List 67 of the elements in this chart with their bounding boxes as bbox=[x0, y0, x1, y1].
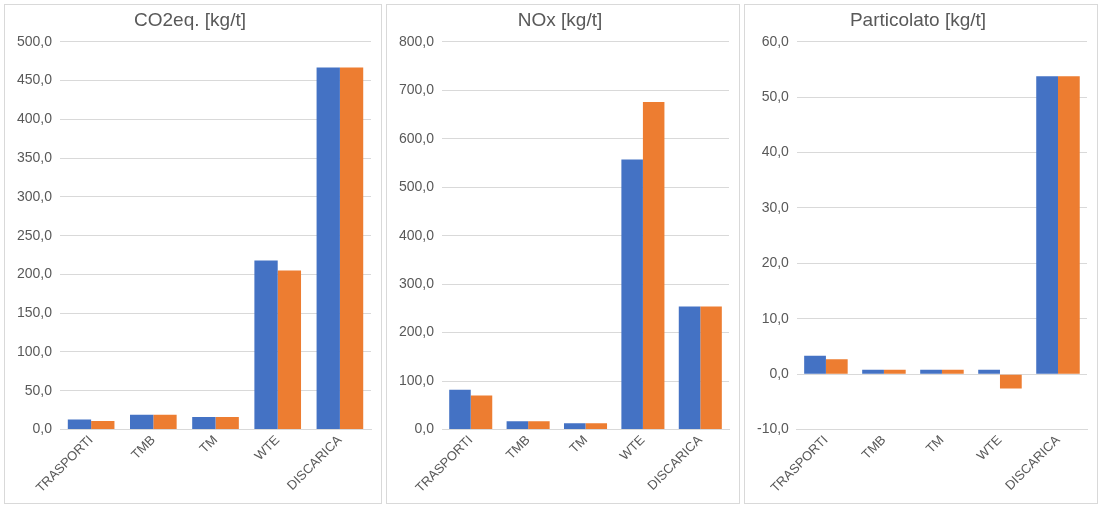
y-tick-label: 500,0 bbox=[398, 178, 435, 195]
x-tick-label: TM bbox=[196, 432, 221, 456]
y-tick-label: 20,0 bbox=[761, 254, 790, 271]
bar bbox=[316, 67, 340, 430]
x-tick-label: TMB bbox=[502, 432, 533, 463]
chart-title: Particolato [kg/t] bbox=[849, 8, 987, 30]
y-tick-label: 450,0 bbox=[16, 71, 53, 88]
bar bbox=[941, 369, 964, 374]
bar bbox=[449, 389, 471, 430]
y-tick-label: 800,0 bbox=[398, 32, 435, 49]
bar bbox=[883, 369, 906, 374]
bar bbox=[153, 414, 177, 430]
chart-title: CO2eq. [kg/t] bbox=[134, 8, 246, 30]
bar bbox=[339, 67, 364, 430]
y-tick-label: -10,0 bbox=[756, 420, 790, 437]
y-tick-label: 400,0 bbox=[398, 226, 435, 243]
y-tick-label: 250,0 bbox=[16, 226, 53, 243]
bar bbox=[862, 369, 884, 374]
y-tick-label: 10,0 bbox=[761, 309, 790, 326]
bar bbox=[621, 159, 643, 430]
y-tick-label: 50,0 bbox=[761, 88, 790, 105]
y-tick-label: 150,0 bbox=[16, 304, 53, 321]
x-tick-label: TM bbox=[566, 432, 591, 456]
bar bbox=[642, 101, 665, 430]
x-tick-label: TMB bbox=[127, 432, 158, 463]
y-tick-label: 100,0 bbox=[16, 342, 53, 359]
y-tick-label: 700,0 bbox=[398, 81, 435, 98]
bar bbox=[470, 395, 493, 430]
y-tick-label: 50,0 bbox=[24, 381, 53, 398]
y-tick-label: 100,0 bbox=[398, 371, 435, 388]
bar bbox=[91, 421, 115, 430]
bar bbox=[999, 374, 1022, 389]
bar bbox=[67, 419, 92, 430]
bar bbox=[130, 414, 154, 430]
y-tick-label: 400,0 bbox=[16, 110, 53, 127]
x-tick-label: TMB bbox=[858, 432, 889, 463]
bar bbox=[564, 423, 586, 430]
bar bbox=[215, 417, 239, 430]
y-tick-label: 600,0 bbox=[398, 129, 435, 146]
bar bbox=[585, 423, 608, 430]
y-tick-label: 0,0 bbox=[769, 365, 790, 381]
bar bbox=[506, 421, 529, 430]
bar bbox=[277, 270, 302, 430]
y-tick-label: 0,0 bbox=[414, 420, 435, 437]
bar bbox=[804, 355, 826, 374]
y-tick-label: 200,0 bbox=[398, 323, 435, 340]
y-tick-label: 40,0 bbox=[761, 143, 790, 160]
y-tick-label: 200,0 bbox=[16, 265, 53, 282]
bar bbox=[678, 306, 701, 430]
bar bbox=[1057, 76, 1080, 374]
y-tick-label: 300,0 bbox=[16, 187, 53, 204]
y-tick-label: 500,0 bbox=[16, 32, 53, 49]
y-tick-label: 350,0 bbox=[16, 148, 53, 165]
x-tick-label: TM bbox=[922, 432, 947, 456]
bar bbox=[192, 417, 216, 430]
bar bbox=[978, 369, 1000, 374]
bar bbox=[528, 421, 550, 430]
y-tick-label: 60,0 bbox=[761, 32, 790, 49]
bar bbox=[1036, 76, 1058, 374]
bar bbox=[700, 306, 722, 430]
y-tick-label: 30,0 bbox=[761, 198, 790, 215]
bar bbox=[920, 369, 942, 374]
bar bbox=[825, 359, 848, 374]
chart-title: NOx [kg/t] bbox=[517, 8, 603, 30]
y-tick-label: 300,0 bbox=[398, 274, 435, 291]
bar bbox=[254, 260, 278, 430]
y-tick-label: 0,0 bbox=[32, 420, 53, 437]
